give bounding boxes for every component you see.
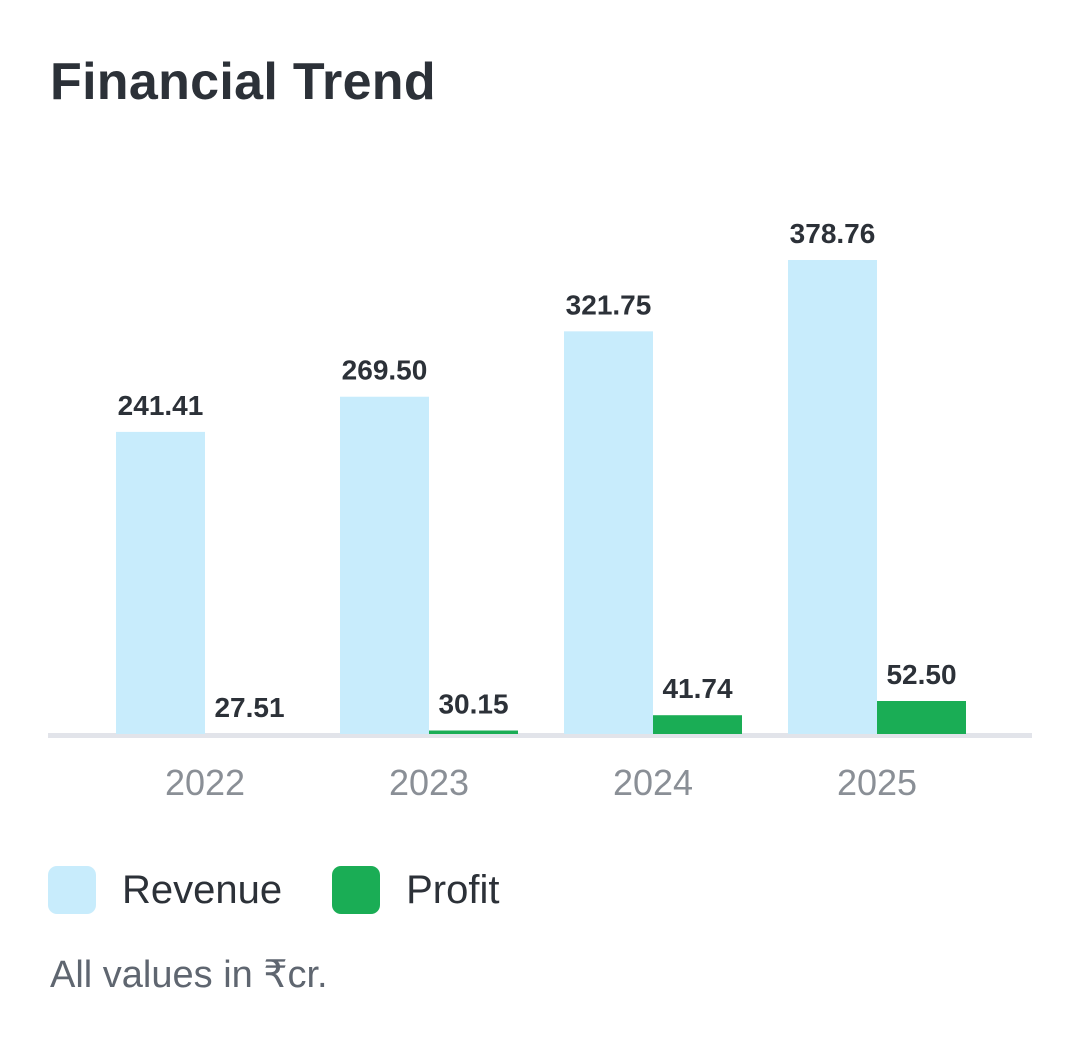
revenue-bar[interactable] — [564, 331, 653, 734]
revenue-value-label: 269.50 — [342, 355, 428, 386]
units-footnote: All values in ₹cr. — [50, 954, 328, 996]
profit-bar[interactable] — [429, 730, 518, 734]
profit-value-label: 30.15 — [438, 689, 508, 720]
x-tick-label: 2022 — [165, 762, 245, 803]
x-axis-line — [48, 733, 1032, 738]
x-tick-label: 2024 — [613, 762, 693, 803]
profit-bar[interactable] — [877, 701, 966, 734]
profit-value-label: 52.50 — [886, 659, 956, 690]
x-tick-label: 2023 — [389, 762, 469, 803]
revenue-value-label: 241.41 — [118, 390, 204, 421]
legend-item-revenue[interactable]: Revenue — [48, 866, 282, 914]
revenue-value-label: 321.75 — [566, 289, 652, 320]
legend-item-profit[interactable]: Profit — [332, 866, 499, 914]
profit-value-label: 27.51 — [214, 692, 284, 723]
legend-swatch-profit — [332, 866, 381, 914]
x-tick-label: 2025 — [837, 762, 917, 803]
profit-value-label: 41.74 — [662, 673, 732, 704]
bar-chart: 241.41 27.51 2022 269.50 30.15 2023 321.75 41.7… — [48, 218, 1032, 803]
revenue-bar[interactable] — [116, 431, 205, 734]
legend-label-profit: Profit — [406, 867, 500, 912]
revenue-bar[interactable] — [788, 260, 877, 734]
revenue-bar[interactable] — [340, 396, 429, 734]
chart-title: Financial Trend — [50, 53, 436, 111]
legend-label-revenue: Revenue — [122, 867, 283, 912]
chart-legend: Revenue Profit — [48, 866, 549, 914]
legend-swatch-revenue — [48, 866, 96, 914]
profit-bar[interactable] — [653, 715, 742, 734]
revenue-value-label: 378.76 — [790, 218, 876, 249]
